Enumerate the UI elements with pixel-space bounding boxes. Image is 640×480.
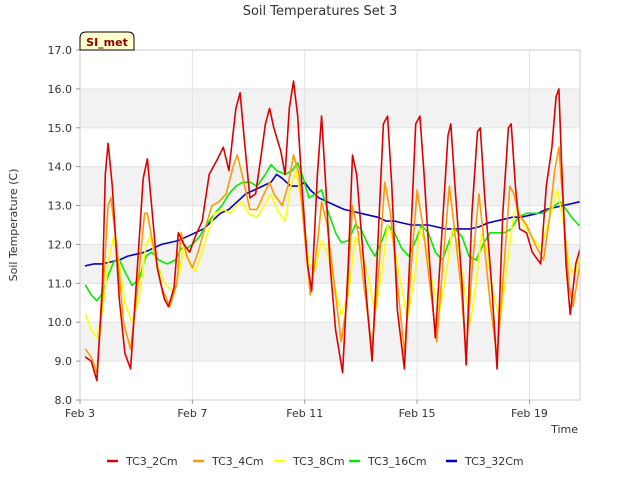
x-tick-label: Feb 7 — [177, 407, 207, 420]
plot-border — [79, 49, 581, 401]
x-axis-label: Time — [550, 423, 578, 436]
x-axis-ticks: Feb 3 Feb 7 Feb 11 Feb 15 Feb 19 — [65, 400, 548, 420]
grid-band — [80, 322, 580, 362]
chart-title: Soil Temperatures Set 3 — [243, 4, 398, 19]
x-tick-label: Feb 15 — [399, 407, 436, 420]
x-tick-label: Feb 11 — [286, 407, 323, 420]
y-tick-label: 8.0 — [55, 394, 73, 407]
x-tick-label: Feb 19 — [511, 407, 548, 420]
y-tick-label: 11.0 — [48, 277, 73, 290]
grid-band — [80, 88, 580, 128]
y-tick-label: 10.0 — [48, 316, 73, 329]
legend-entry-label: TC3_16Cm — [367, 455, 427, 468]
y-axis-label: Soil Temperature (C) — [7, 169, 20, 282]
legend-entry-label: TC3_2Cm — [125, 455, 178, 468]
grid-bands — [80, 88, 580, 362]
series-line-tc3-32cm — [84, 173, 580, 267]
x-tick-label: Feb 3 — [65, 407, 95, 420]
series-line-tc3-8cm — [84, 169, 580, 339]
legend-entry-label: TC3_4Cm — [211, 455, 264, 468]
y-tick-label: 14.0 — [48, 161, 73, 174]
series-line-tc3-2cm — [84, 80, 580, 382]
station-badge-label: SI_met — [86, 36, 128, 49]
grid-band — [80, 166, 580, 206]
y-tick-label: 15.0 — [48, 122, 73, 135]
legend-entry-label: TC3_32Cm — [464, 455, 524, 468]
series-lines — [84, 80, 580, 382]
y-tick-label: 16.0 — [48, 83, 73, 96]
legend: TC3_2Cm TC3_4Cm TC3_8Cm TC3_16Cm TC3_32Cm — [107, 455, 524, 468]
y-axis-ticks: 8.0 9.0 10.0 11.0 12.0 13.0 14.0 15.0 16.0 17.0 — [48, 44, 80, 407]
y-tick-label: 9.0 — [55, 355, 73, 368]
legend-entry-label: TC3_8Cm — [292, 455, 345, 468]
y-tick-label: 13.0 — [48, 200, 73, 213]
y-tick-label: 12.0 — [48, 238, 73, 251]
station-badge: SI_met — [79, 31, 135, 51]
y-tick-label: 17.0 — [48, 44, 73, 57]
